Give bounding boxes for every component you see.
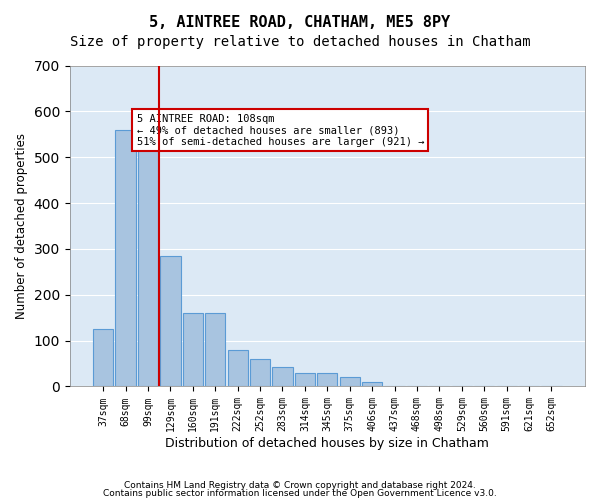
Bar xyxy=(138,134,158,386)
Text: 5 AINTREE ROAD: 108sqm
← 49% of detached houses are smaller (893)
51% of semi-de: 5 AINTREE ROAD: 108sqm ← 49% of detached… xyxy=(137,114,424,147)
Bar xyxy=(93,329,113,386)
Y-axis label: Number of detached properties: Number of detached properties xyxy=(15,133,28,319)
Bar xyxy=(295,372,315,386)
Bar xyxy=(272,367,293,386)
Bar xyxy=(160,256,181,386)
Bar xyxy=(250,359,270,386)
X-axis label: Distribution of detached houses by size in Chatham: Distribution of detached houses by size … xyxy=(166,437,489,450)
Bar xyxy=(340,378,360,386)
Text: 5, AINTREE ROAD, CHATHAM, ME5 8PY: 5, AINTREE ROAD, CHATHAM, ME5 8PY xyxy=(149,15,451,30)
Bar xyxy=(317,372,337,386)
Bar xyxy=(227,350,248,387)
Bar xyxy=(205,313,226,386)
Text: Size of property relative to detached houses in Chatham: Size of property relative to detached ho… xyxy=(70,35,530,49)
Bar xyxy=(362,382,382,386)
Text: Contains public sector information licensed under the Open Government Licence v3: Contains public sector information licen… xyxy=(103,488,497,498)
Bar xyxy=(115,130,136,386)
Text: Contains HM Land Registry data © Crown copyright and database right 2024.: Contains HM Land Registry data © Crown c… xyxy=(124,481,476,490)
Bar xyxy=(183,313,203,386)
